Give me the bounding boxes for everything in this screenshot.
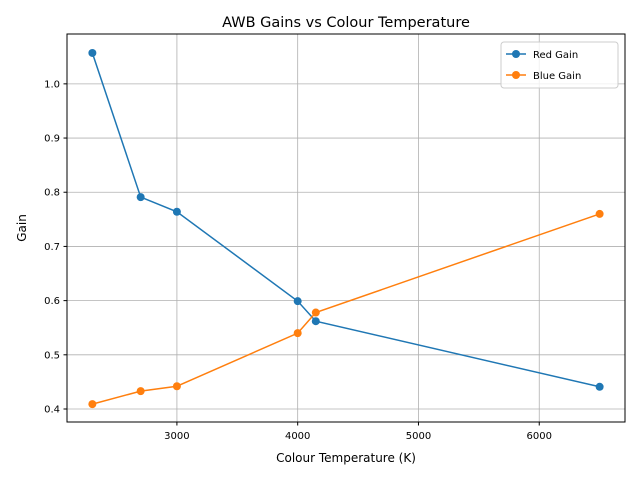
y-tick-label: 0.9 [44, 134, 60, 145]
y-tick-label: 0.6 [44, 296, 60, 307]
plot-frame [66, 33, 626, 423]
data-point [595, 382, 604, 391]
legend-label: Red Gain [533, 50, 578, 61]
x-tick-label: 3000 [164, 431, 189, 442]
data-point [172, 207, 181, 216]
data-point [172, 382, 181, 391]
data-point [293, 329, 302, 338]
data-point [311, 308, 320, 317]
chart-title: AWB Gains vs Colour Temperature [222, 15, 470, 31]
x-tick-label: 4000 [285, 431, 310, 442]
data-point [136, 387, 145, 396]
series-line-red-gain [91, 52, 600, 388]
legend-marker [512, 50, 520, 58]
data-point [293, 297, 302, 306]
data-point [595, 209, 604, 218]
y-tick-label: 0.7 [44, 242, 60, 253]
series-line-blue-gain [92, 213, 600, 405]
legend-box [500, 41, 619, 89]
legend-label: Blue Gain [533, 71, 581, 82]
data-point [88, 400, 97, 409]
legend-marker [512, 71, 520, 79]
data-point [88, 48, 97, 57]
x-tick-label: 6000 [527, 431, 552, 442]
x-tick-label: 5000 [406, 431, 431, 442]
y-tick-label: 1.0 [44, 79, 60, 90]
grid [67, 34, 625, 422]
y-tick-label: 0.8 [44, 188, 60, 199]
y-tick-label: 0.5 [44, 350, 60, 361]
y-axis-label: Gain [15, 214, 29, 242]
data-point [311, 317, 320, 326]
y-tick-label: 0.4 [44, 404, 60, 415]
data-point [136, 193, 145, 202]
x-axis-label: Colour Temperature (K) [276, 451, 416, 465]
ticks: 3000 4000 5000 6000 0.4 0.5 0.6 0.7 0.8 0.9 1.0 [44, 79, 552, 442]
series-layer [88, 48, 604, 409]
legend: Red Gain Blue Gain [500, 41, 619, 89]
